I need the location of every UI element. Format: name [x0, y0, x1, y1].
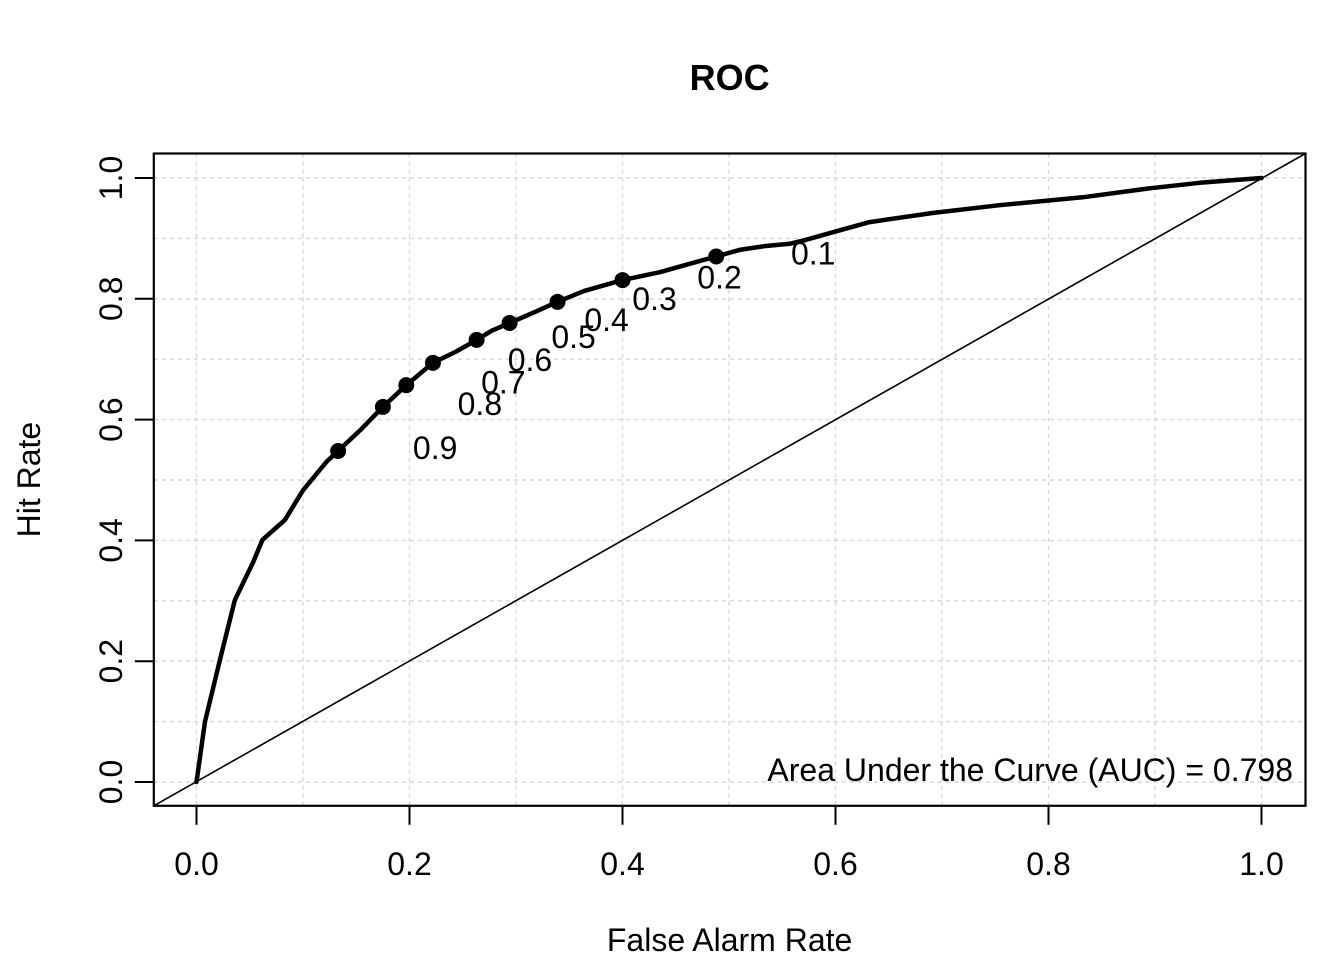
criterion-dot	[549, 293, 566, 310]
criterion-label: 0.3	[632, 281, 676, 317]
criterion-dot	[398, 377, 415, 394]
criterion-dot	[330, 443, 347, 460]
criterion-label: 0.8	[458, 386, 502, 422]
y-tick-label: 1.0	[93, 156, 129, 200]
criterion-label: 0.1	[791, 236, 835, 272]
y-axis: 0.0 0.2 0.4 0.6 0.8 1.0	[93, 156, 154, 804]
x-axis-title: False Alarm Rate	[607, 922, 852, 958]
y-tick-label: 0.0	[93, 760, 129, 804]
criterion-dot	[374, 398, 391, 415]
plot-border	[152, 152, 1307, 807]
x-tick-label: 0.6	[813, 846, 857, 882]
x-tick-label: 0.8	[1026, 846, 1070, 882]
y-tick-label: 0.2	[93, 639, 129, 683]
x-tick-label: 0.4	[600, 846, 644, 882]
criterion-dot	[708, 248, 725, 265]
y-tick-label: 0.8	[93, 277, 129, 321]
criterion-dot	[424, 354, 441, 371]
criterion-label: 0.9	[413, 430, 457, 466]
criterion-points: 0.1 0.2 0.30.40.50.60.70.80.9	[330, 236, 835, 466]
criterion-dot	[501, 314, 518, 331]
roc-curve-line	[194, 175, 1264, 785]
criterion-dot	[614, 272, 631, 289]
criterion-label: 0.2	[697, 259, 741, 295]
x-tick-label: 1.0	[1239, 846, 1283, 882]
criterion-label: 0.7	[481, 364, 525, 400]
auc-annotation: Area Under the Curve (AUC) = 0.798	[767, 752, 1293, 788]
y-tick-label: 0.4	[93, 518, 129, 562]
chart-title: ROC	[690, 57, 770, 98]
x-tick-label: 0.0	[174, 846, 218, 882]
criterion-label: 0.4	[584, 302, 628, 338]
criterion-label: 0.6	[508, 342, 552, 378]
x-tick-label: 0.2	[387, 846, 431, 882]
chance-diagonal-line	[153, 152, 1306, 807]
y-tick-label: 0.6	[93, 397, 129, 441]
x-axis: 0.0 0.2 0.4 0.6 0.8 1.0	[174, 805, 1284, 882]
y-axis-title: Hit Rate	[11, 422, 47, 538]
criterion-dot	[468, 331, 485, 348]
criterion-label: 0.5	[551, 319, 595, 355]
